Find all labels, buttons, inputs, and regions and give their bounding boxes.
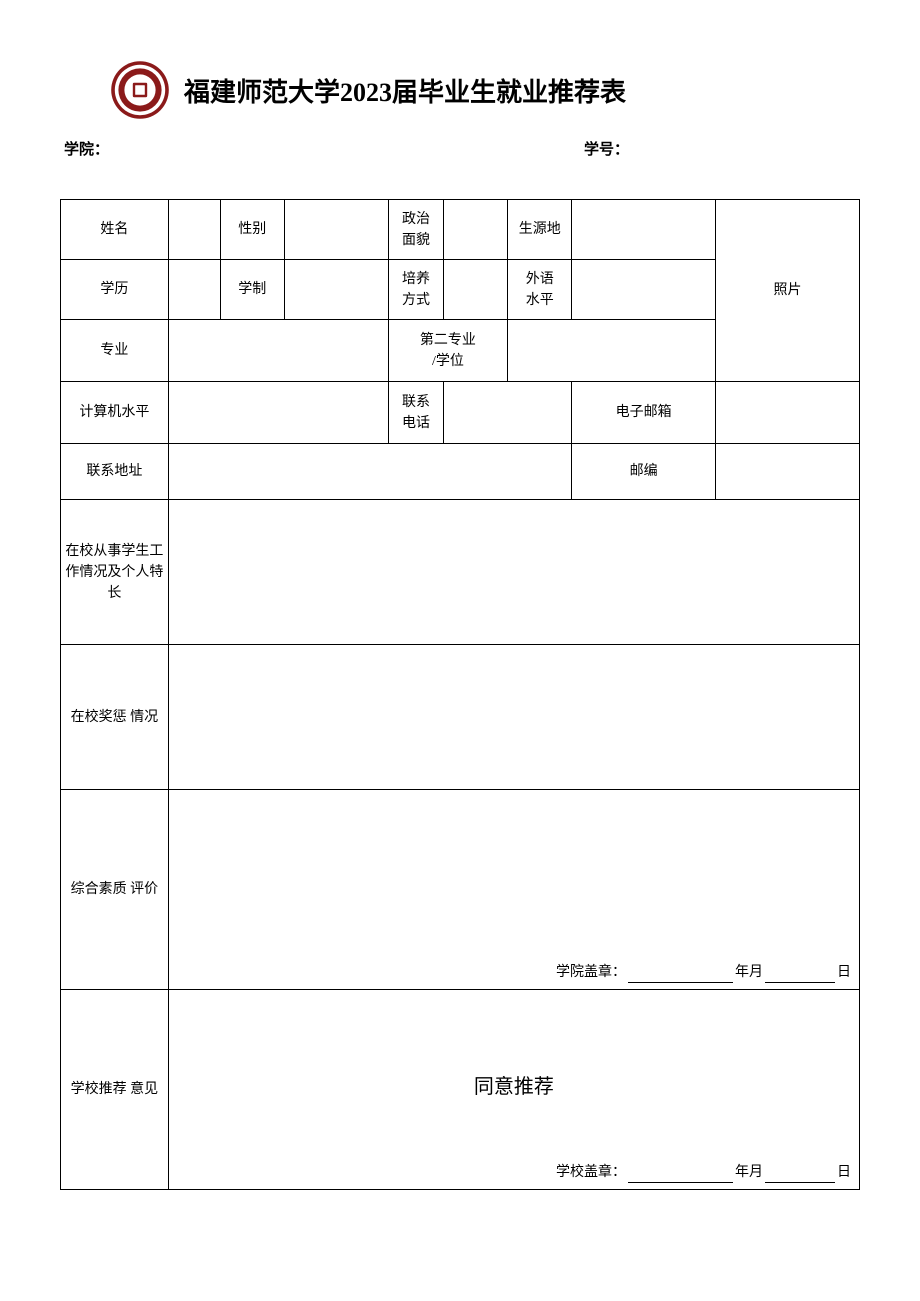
value-political <box>444 200 508 260</box>
label-origin: 生源地 <box>508 200 572 260</box>
label-gender: 性别 <box>220 200 284 260</box>
student-id-label: 学号： <box>584 138 860 159</box>
underline-icon <box>628 1182 733 1183</box>
underline-icon <box>628 982 733 983</box>
year-label: 年 <box>735 1162 749 1183</box>
value-awards <box>168 645 859 790</box>
value-second-major <box>508 320 716 382</box>
school-stamp-label: 学校盖章： <box>556 1162 626 1183</box>
label-work-experience: 在校从事学生工作情况及个人特长 <box>61 500 169 645</box>
value-training <box>444 260 508 320</box>
label-foreign: 外语水平 <box>508 260 572 320</box>
university-logo-icon <box>110 60 170 120</box>
document-title: 福建师范大学2023届毕业生就业推荐表 <box>184 72 626 109</box>
label-awards: 在校奖惩 情况 <box>61 645 169 790</box>
value-address <box>168 444 571 500</box>
value-origin <box>572 200 716 260</box>
value-phone <box>444 382 572 444</box>
value-major <box>168 320 388 382</box>
label-email: 电子邮箱 <box>572 382 716 444</box>
college-stamp-label: 学院盖章： <box>556 962 626 983</box>
label-second-major: 第二专业/学位 <box>388 320 508 382</box>
value-education <box>168 260 220 320</box>
agree-recommend-text: 同意推荐 <box>474 1072 554 1102</box>
label-evaluation: 综合素质 评价 <box>61 790 169 990</box>
label-photo: 照片 <box>716 200 860 382</box>
label-training: 培养方式 <box>388 260 444 320</box>
college-label: 学院： <box>64 138 584 159</box>
month-label: 月 <box>749 962 763 983</box>
label-political: 政治面貌 <box>388 200 444 260</box>
label-major: 专业 <box>61 320 169 382</box>
label-recommendation: 学校推荐 意见 <box>61 990 169 1190</box>
label-name: 姓名 <box>61 200 169 260</box>
value-postcode <box>716 444 860 500</box>
title-university: 福建师范大学 <box>184 78 340 107</box>
label-computer: 计算机水平 <box>61 382 169 444</box>
value-name <box>168 200 220 260</box>
underline-icon <box>765 1182 835 1183</box>
label-education: 学历 <box>61 260 169 320</box>
value-foreign <box>572 260 716 320</box>
value-evaluation: 学院盖章： 年 月 日 <box>168 790 859 990</box>
label-system: 学制 <box>220 260 284 320</box>
document-header: 福建师范大学2023届毕业生就业推荐表 <box>60 60 860 120</box>
value-work-experience <box>168 500 859 645</box>
day-label: 日 <box>837 1162 851 1183</box>
month-label: 月 <box>749 1162 763 1183</box>
meta-row: 学院： 学号： <box>60 138 860 159</box>
title-year: 2023 <box>340 78 392 107</box>
value-computer <box>168 382 388 444</box>
value-email <box>716 382 860 444</box>
value-system <box>284 260 388 320</box>
underline-icon <box>765 982 835 983</box>
label-phone: 联系电话 <box>388 382 444 444</box>
college-stamp-line: 学院盖章： 年 月 日 <box>171 962 857 985</box>
value-gender <box>284 200 388 260</box>
value-recommendation: 同意推荐 学校盖章： 年 月 日 <box>168 990 859 1190</box>
label-address: 联系地址 <box>61 444 169 500</box>
recommendation-form-table: 姓名 性别 政治面貌 生源地 照片 学历 学制 培养方式 外语水平 专业 第二专… <box>60 199 860 1190</box>
day-label: 日 <box>837 962 851 983</box>
title-suffix: 届毕业生就业推荐表 <box>392 78 626 107</box>
school-stamp-line: 学校盖章： 年 月 日 <box>171 1162 857 1185</box>
year-label: 年 <box>735 962 749 983</box>
label-postcode: 邮编 <box>572 444 716 500</box>
